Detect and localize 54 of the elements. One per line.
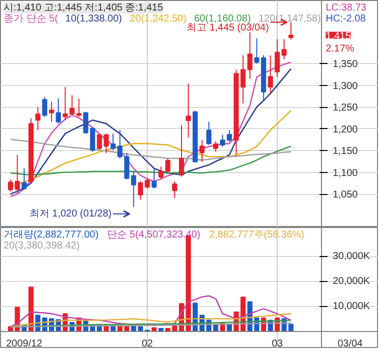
candlestick: [213, 140, 218, 152]
candlestick: [226, 130, 232, 142]
text: 03/04: [338, 338, 364, 350]
x-tick-label: 03: [272, 338, 284, 350]
chart-title: 시:1,410 고:1,445 저:1,405 종:1,415: [4, 2, 164, 14]
y-tick-label: 30,000K: [332, 250, 370, 262]
candlestick: [42, 96, 48, 118]
y-tick-label: 1,050: [332, 190, 358, 201]
candlestick: [178, 124, 184, 178]
text: 1,415: [326, 30, 352, 42]
text: 20(1,242.50): [130, 14, 186, 24]
text: 2.17%: [326, 43, 354, 54]
y-tick-label: 1,350: [332, 59, 358, 70]
candlestick: [172, 180, 178, 198]
text: HC:-2.08: [326, 14, 366, 24]
line-series: [10, 313, 292, 328]
candlestick: [152, 168, 157, 189]
text: 10(1,338.00): [65, 14, 122, 24]
candlestick: [268, 54, 273, 94]
candlestick: [206, 121, 212, 146]
text: LC:38.73: [326, 2, 367, 14]
candlestick: [35, 106, 40, 131]
candlestick: [158, 166, 164, 180]
text: 종가 단순 5(: [4, 14, 59, 24]
y-tick-label: 1,200: [332, 124, 358, 136]
candlestick: [22, 168, 27, 190]
annotation: 최저 1,020 (01/28): [29, 208, 112, 220]
candlestick: [56, 98, 61, 124]
candlestick: [220, 134, 226, 148]
candlestick: [186, 83, 191, 138]
candlestick: [199, 140, 205, 162]
y-tick-label: 20,000K: [332, 276, 370, 287]
text: 20(3,380,398.42): [4, 240, 80, 252]
candlestick: [110, 133, 116, 151]
y-tick-label: 10,000K: [332, 300, 370, 312]
candlestick: [247, 32, 252, 80]
y-tick-label: 1,250: [332, 102, 358, 114]
candlestick: [76, 98, 82, 118]
candlestick: [165, 158, 170, 174]
bar: [288, 324, 294, 332]
x-tick-label: 2009/12: [6, 338, 43, 350]
y-tick-label: 1,100: [332, 168, 358, 179]
candlestick: [8, 179, 14, 192]
text: 2,882,777주(58.36%): [209, 230, 304, 240]
y-tick-label: 1,300: [332, 80, 358, 92]
y-tick-label: 1,150: [332, 146, 358, 158]
candlestick: [48, 101, 54, 122]
text: 거래량(2,882,777.00): [4, 230, 99, 240]
line-series: [10, 295, 292, 328]
candlestick: [14, 154, 20, 194]
text: 120(1,147.58): [258, 14, 321, 24]
text: 단순 5(4,507,323.40): [106, 230, 200, 240]
text: 60(1,160.08): [194, 14, 251, 24]
x-tick-label: 02: [142, 338, 154, 350]
